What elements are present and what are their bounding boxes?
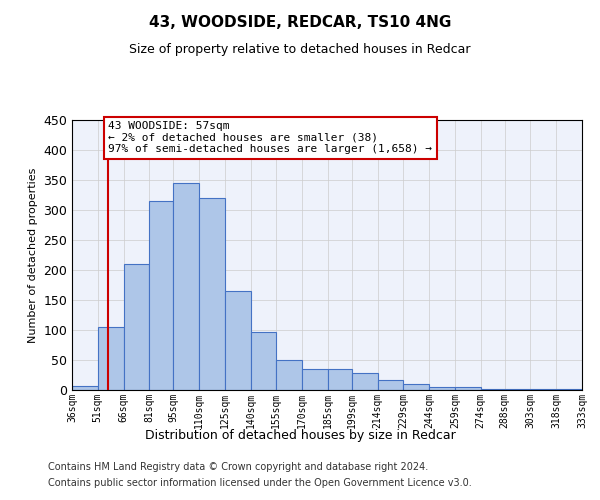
Bar	[352, 373, 377, 390]
Bar	[277, 360, 302, 390]
Bar	[149, 201, 173, 390]
Bar	[72, 386, 98, 390]
Bar	[98, 327, 124, 390]
Text: Distribution of detached houses by size in Redcar: Distribution of detached houses by size …	[145, 428, 455, 442]
Y-axis label: Number of detached properties: Number of detached properties	[28, 168, 38, 342]
Bar	[173, 183, 199, 390]
Text: Contains HM Land Registry data © Crown copyright and database right 2024.: Contains HM Land Registry data © Crown c…	[48, 462, 428, 472]
Text: 43 WOODSIDE: 57sqm
← 2% of detached houses are smaller (38)
97% of semi-detached: 43 WOODSIDE: 57sqm ← 2% of detached hous…	[108, 121, 432, 154]
Text: 43, WOODSIDE, REDCAR, TS10 4NG: 43, WOODSIDE, REDCAR, TS10 4NG	[149, 15, 451, 30]
Bar	[225, 291, 251, 390]
Bar	[302, 369, 328, 390]
Text: Contains public sector information licensed under the Open Government Licence v3: Contains public sector information licen…	[48, 478, 472, 488]
Text: Size of property relative to detached houses in Redcar: Size of property relative to detached ho…	[129, 42, 471, 56]
Bar	[251, 332, 277, 390]
Bar	[455, 387, 481, 390]
Bar	[328, 369, 352, 390]
Bar	[377, 380, 403, 390]
Bar	[505, 389, 530, 390]
Bar	[199, 198, 225, 390]
Bar	[124, 264, 149, 390]
Bar	[403, 384, 429, 390]
Bar	[429, 387, 455, 390]
Bar	[481, 389, 505, 390]
